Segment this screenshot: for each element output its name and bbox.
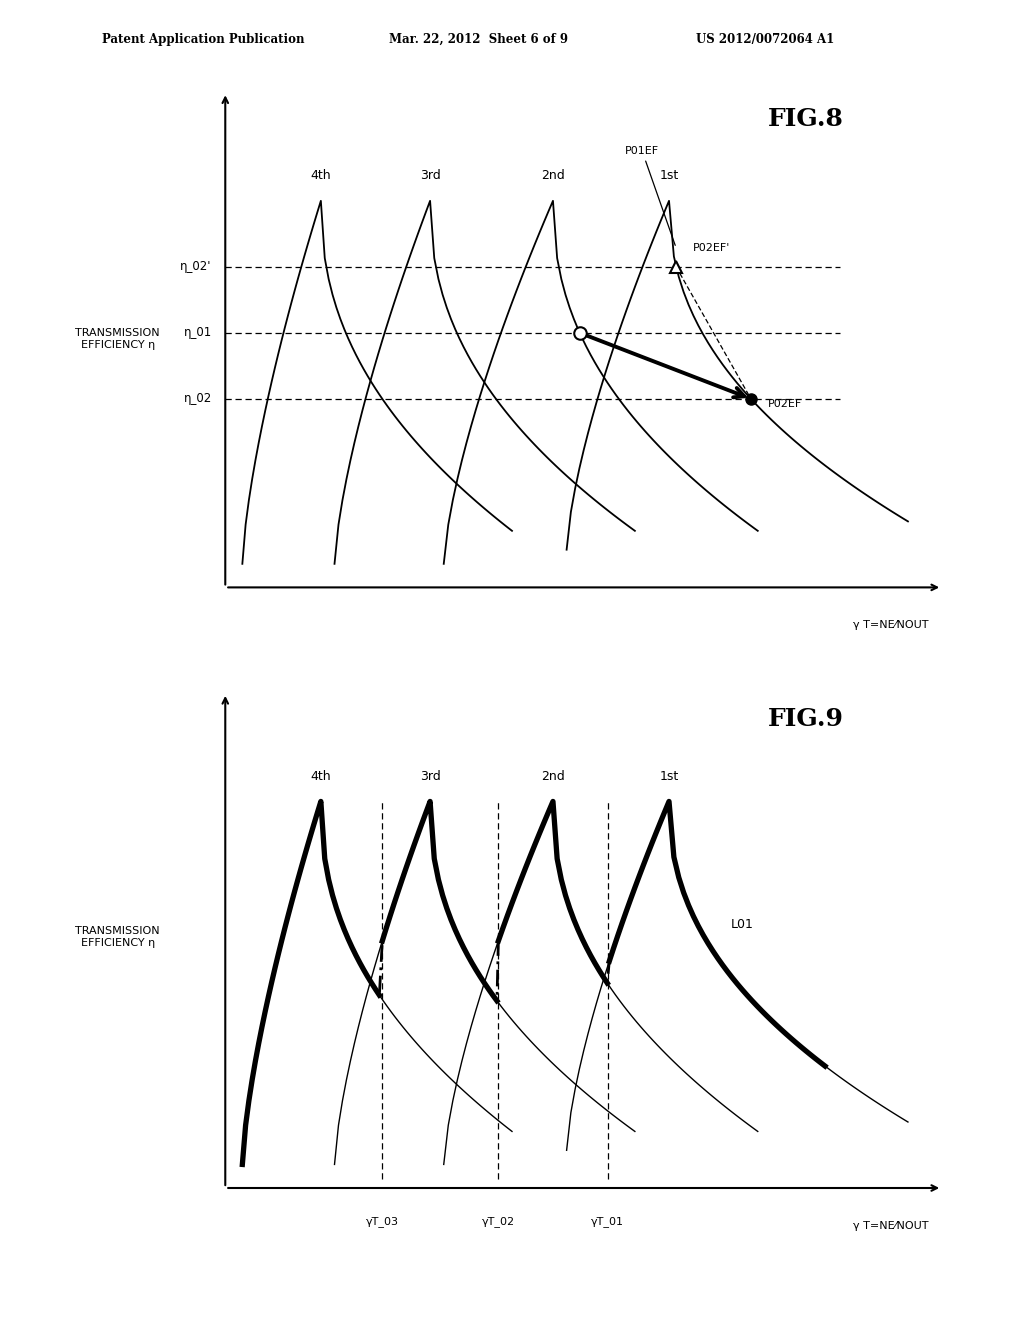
Text: Patent Application Publication: Patent Application Publication [102,33,305,46]
Text: 2nd: 2nd [541,770,565,783]
Text: Mar. 22, 2012  Sheet 6 of 9: Mar. 22, 2012 Sheet 6 of 9 [389,33,568,46]
Text: TRANSMISSION
EFFICIENCY η: TRANSMISSION EFFICIENCY η [76,329,160,350]
Text: TRANSMISSION
EFFICIENCY η: TRANSMISSION EFFICIENCY η [76,927,160,948]
Text: γT_03: γT_03 [366,1216,398,1228]
Text: FIG.9: FIG.9 [768,708,844,731]
Text: 3rd: 3rd [420,169,440,182]
Text: γ T=NE⁄NOUT: γ T=NE⁄NOUT [853,620,929,631]
Text: 1st: 1st [659,770,679,783]
Text: 4th: 4th [310,169,331,182]
Text: η_02': η_02' [180,260,212,273]
Text: 1st: 1st [659,169,679,182]
Text: γT_01: γT_01 [591,1216,624,1228]
Text: η_02: η_02 [183,392,212,405]
Text: γ T=NE⁄NOUT: γ T=NE⁄NOUT [853,1221,929,1232]
Text: US 2012/0072064 A1: US 2012/0072064 A1 [696,33,835,46]
Text: 2nd: 2nd [541,169,565,182]
Text: η_01: η_01 [183,326,212,339]
Text: P02EF: P02EF [768,399,802,409]
Text: P02EF': P02EF' [693,243,730,252]
Text: P01EF: P01EF [625,145,675,246]
Text: 3rd: 3rd [420,770,440,783]
Text: L01: L01 [730,917,754,931]
Text: 4th: 4th [310,770,331,783]
Text: γT_02: γT_02 [481,1216,515,1228]
Text: FIG.8: FIG.8 [768,107,844,131]
